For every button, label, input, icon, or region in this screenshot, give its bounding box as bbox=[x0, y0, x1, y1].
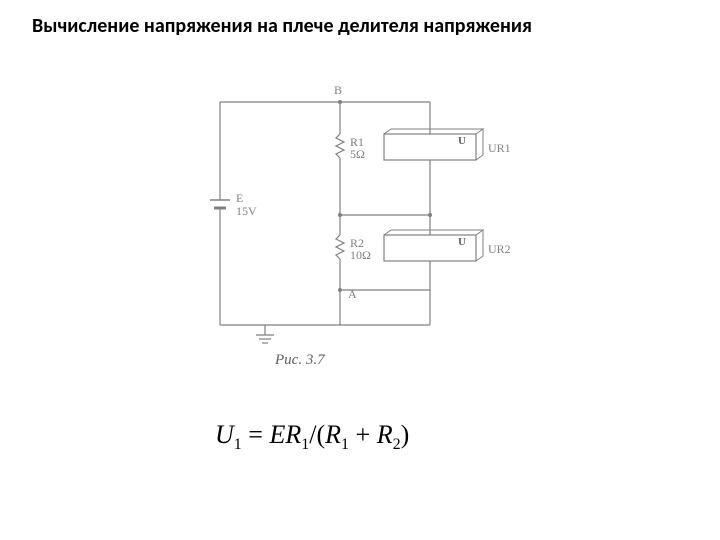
meter2-u: U bbox=[458, 236, 466, 248]
page-title: Вычисление напряжения на плече делителя … bbox=[0, 0, 720, 38]
formula-r1b: R bbox=[325, 420, 341, 449]
circuit-diagram: B E 15V R1 5Ω R2 10Ω A bbox=[180, 80, 510, 360]
meter2-label: UR2 bbox=[488, 242, 510, 256]
formula-div: /( bbox=[309, 420, 325, 449]
meter1-u: U bbox=[458, 135, 466, 147]
r1-value: 5Ω bbox=[350, 147, 365, 161]
r2-value: 10Ω bbox=[350, 248, 371, 262]
formula-r1: R bbox=[285, 420, 301, 449]
figure-caption: Рис. 3.7 bbox=[275, 352, 325, 369]
formula-r2: R bbox=[377, 420, 393, 449]
meter1-label: UR1 bbox=[488, 141, 510, 155]
node-a-label: A bbox=[348, 287, 357, 301]
formula-sub2: 2 bbox=[393, 436, 401, 453]
source-v-label: 15V bbox=[236, 204, 257, 218]
source-e-label: E bbox=[236, 191, 243, 205]
circuit-svg: B E 15V R1 5Ω R2 10Ω A bbox=[180, 80, 510, 360]
formula-sub1: 1 bbox=[234, 436, 242, 453]
formula-e: E bbox=[269, 420, 285, 449]
formula: U1 = ER1/(R1 + R2) bbox=[215, 420, 409, 454]
formula-plus: + bbox=[349, 420, 377, 449]
node-b-label: B bbox=[334, 83, 342, 97]
formula-eq: = bbox=[248, 420, 269, 449]
formula-u: U bbox=[215, 420, 234, 449]
formula-sub1c: 1 bbox=[341, 436, 349, 453]
formula-close: ) bbox=[401, 420, 410, 449]
